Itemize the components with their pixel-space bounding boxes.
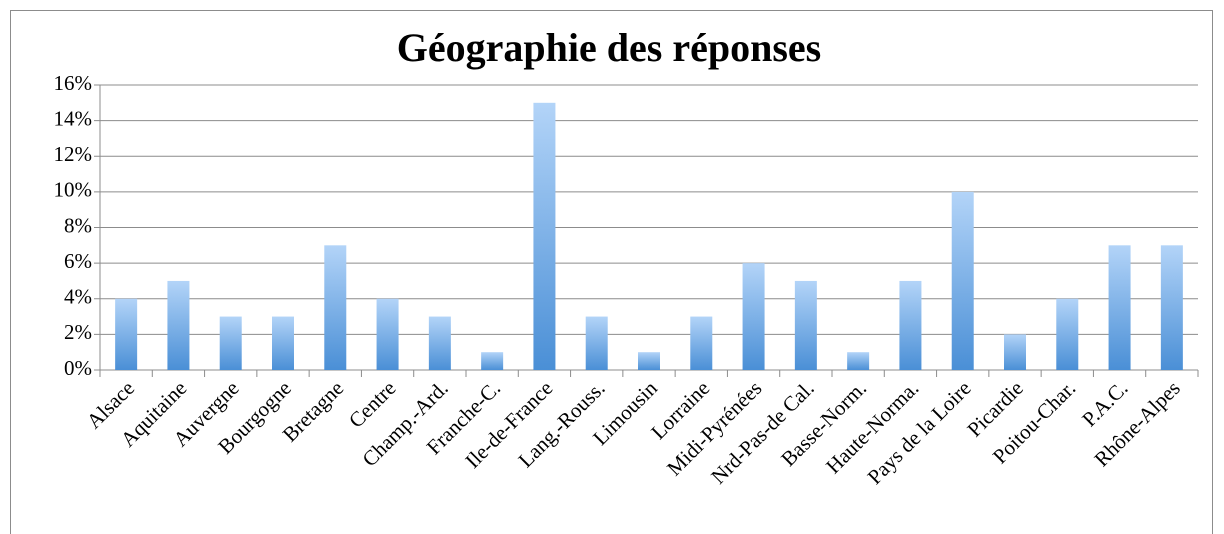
bar <box>951 191 974 370</box>
bar <box>847 352 870 370</box>
y-tick-label: 14% <box>54 106 93 130</box>
chart-frame <box>10 10 1213 534</box>
bar <box>1160 245 1183 370</box>
y-tick-label: 2% <box>64 320 92 344</box>
bar <box>1056 298 1079 370</box>
bar <box>115 298 138 370</box>
bar <box>1004 334 1026 370</box>
bar <box>376 298 399 370</box>
y-tick-label: 6% <box>64 249 92 273</box>
bar <box>533 102 556 370</box>
y-tick-label: 16% <box>54 71 93 95</box>
chart-title: Géographie des réponses <box>397 25 821 70</box>
y-tick-label: 10% <box>54 178 93 202</box>
y-tick-label: 0% <box>64 356 92 380</box>
bar <box>742 263 765 370</box>
bar <box>1108 245 1131 370</box>
bar <box>585 316 608 370</box>
bar <box>219 316 242 370</box>
y-tick-label: 8% <box>64 213 92 237</box>
y-tick-label: 12% <box>54 142 93 166</box>
bar <box>428 316 451 370</box>
bar <box>638 352 660 370</box>
y-tick-label: 4% <box>64 285 92 309</box>
bar <box>481 352 504 370</box>
bar <box>167 280 190 370</box>
bar <box>899 280 922 370</box>
bar <box>794 280 817 370</box>
bar <box>690 316 713 370</box>
bar <box>272 316 294 370</box>
bar <box>324 245 347 370</box>
